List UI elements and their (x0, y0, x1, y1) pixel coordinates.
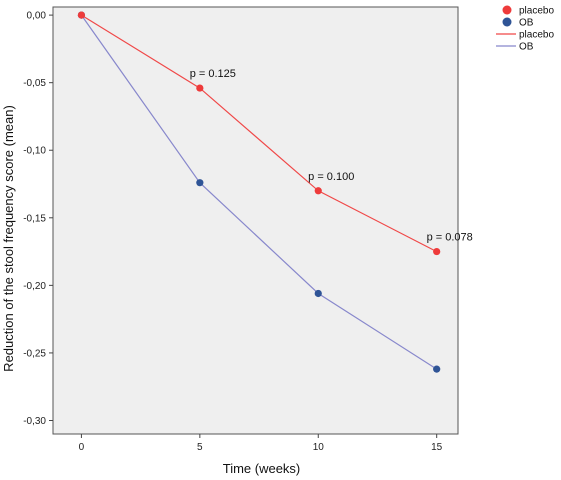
legend-label: OB (519, 18, 534, 29)
series-line-ob (80, 14, 438, 370)
x-tick-label: 5 (197, 442, 203, 453)
data-point-placebo (314, 187, 322, 195)
y-tick-label: 0,00 (27, 11, 47, 22)
data-point-placebo (433, 247, 441, 256)
y-axis-title: Reduction of the stool frequency score (… (1, 105, 16, 372)
legend-label: placebo (519, 30, 554, 41)
data-point-ob (314, 289, 322, 298)
y-axis: 0,00 -0,05 -0,10 -0,15 -0,20 -0,25 -0,30 (23, 11, 53, 427)
data-point-ob (196, 179, 204, 187)
x-axis: 0 5 10 15 (79, 434, 443, 453)
y-tick-label: -0,05 (23, 78, 46, 89)
y-tick-label: -0,10 (23, 146, 46, 157)
x-tick-label: 10 (313, 442, 325, 453)
x-axis-title: Time (weeks) (223, 461, 301, 476)
series-points (77, 11, 441, 373)
data-point-placebo (196, 84, 204, 92)
series-line-placebo (81, 14, 437, 253)
data-point-ob (433, 365, 441, 373)
y-tick-label: -0,25 (23, 348, 46, 359)
y-tick-label: -0,20 (23, 281, 46, 292)
annotations: p = 0.125 p = 0.100 p = 0.078 (190, 68, 473, 244)
p-value-annotation: p = 0.100 (308, 171, 354, 183)
x-tick-label: 15 (431, 442, 443, 453)
p-value-annotation: p = 0.078 (427, 232, 473, 244)
plot-area (52, 6, 459, 435)
legend-marker-placebo (502, 5, 512, 15)
legend-marker-ob (502, 17, 512, 27)
legend-label: placebo (519, 6, 554, 17)
y-tick-label: -0,30 (23, 416, 46, 427)
x-tick-label: 0 (79, 442, 85, 453)
p-value-annotation: p = 0.125 (190, 68, 236, 80)
y-tick-label: -0,15 (23, 213, 46, 224)
data-point-placebo (77, 11, 86, 19)
series-lines (80, 14, 438, 370)
legend-label: OB (519, 42, 534, 53)
